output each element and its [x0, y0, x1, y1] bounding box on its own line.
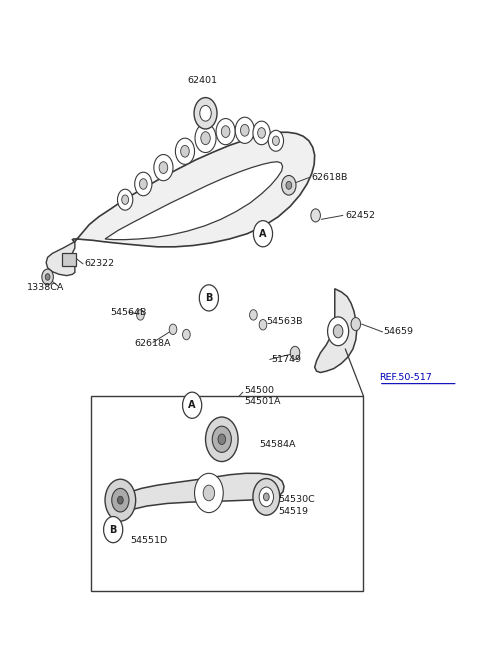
Text: 54551D: 54551D	[130, 536, 167, 545]
Circle shape	[259, 487, 274, 506]
Polygon shape	[112, 474, 284, 518]
Circle shape	[104, 516, 123, 543]
Circle shape	[140, 178, 147, 190]
Circle shape	[169, 324, 177, 335]
Circle shape	[253, 479, 280, 515]
Circle shape	[327, 317, 348, 346]
Text: 54501A: 54501A	[245, 397, 281, 406]
Text: 54500: 54500	[245, 386, 275, 395]
Circle shape	[203, 485, 215, 501]
Circle shape	[216, 119, 235, 145]
Polygon shape	[315, 289, 357, 373]
Text: 62618B: 62618B	[312, 173, 348, 182]
Bar	[91, 396, 363, 591]
Circle shape	[105, 480, 136, 521]
Circle shape	[311, 209, 321, 222]
Circle shape	[159, 162, 168, 173]
Circle shape	[42, 269, 53, 285]
Text: 54659: 54659	[384, 327, 414, 337]
Text: 62452: 62452	[345, 211, 375, 220]
Circle shape	[201, 132, 210, 144]
Text: 54563B: 54563B	[266, 317, 303, 326]
Circle shape	[199, 285, 218, 311]
Circle shape	[240, 125, 249, 136]
Circle shape	[175, 138, 194, 165]
Text: A: A	[188, 400, 196, 410]
Text: B: B	[205, 293, 213, 303]
Text: B: B	[109, 525, 117, 535]
Circle shape	[268, 131, 284, 152]
Text: 51749: 51749	[271, 355, 301, 364]
Text: 54564B: 54564B	[111, 308, 147, 317]
Circle shape	[200, 106, 211, 121]
Circle shape	[273, 136, 279, 146]
Circle shape	[259, 319, 267, 330]
Circle shape	[154, 155, 173, 180]
Text: 62322: 62322	[84, 259, 115, 268]
Circle shape	[118, 496, 123, 504]
Polygon shape	[72, 133, 315, 247]
Circle shape	[182, 329, 190, 340]
Circle shape	[351, 318, 360, 331]
Circle shape	[45, 274, 50, 280]
Polygon shape	[62, 253, 76, 266]
Circle shape	[235, 117, 254, 144]
Circle shape	[135, 173, 152, 195]
Text: REF.50-517: REF.50-517	[379, 373, 432, 382]
Circle shape	[212, 426, 231, 453]
Circle shape	[333, 325, 343, 338]
Circle shape	[282, 175, 296, 195]
Text: 54584A: 54584A	[259, 440, 296, 449]
Circle shape	[253, 121, 270, 145]
Circle shape	[253, 220, 273, 247]
Circle shape	[205, 417, 238, 462]
Circle shape	[118, 189, 133, 210]
Circle shape	[258, 128, 265, 138]
Circle shape	[112, 488, 129, 512]
Circle shape	[264, 493, 269, 501]
Text: 54519: 54519	[278, 507, 308, 516]
Text: 62401: 62401	[187, 76, 217, 85]
Circle shape	[194, 474, 223, 512]
Circle shape	[286, 181, 292, 189]
Circle shape	[218, 434, 226, 445]
Text: 54530C: 54530C	[278, 495, 315, 504]
Circle shape	[194, 98, 217, 129]
Text: 62618A: 62618A	[135, 339, 171, 348]
Circle shape	[137, 310, 144, 320]
Circle shape	[290, 346, 300, 359]
Circle shape	[250, 310, 257, 320]
Circle shape	[195, 124, 216, 153]
Circle shape	[221, 126, 230, 138]
Polygon shape	[46, 241, 75, 276]
Text: A: A	[259, 229, 267, 239]
Text: 1338CA: 1338CA	[27, 283, 64, 292]
Circle shape	[122, 195, 129, 205]
Circle shape	[182, 392, 202, 419]
Polygon shape	[105, 162, 283, 239]
Circle shape	[180, 146, 189, 157]
